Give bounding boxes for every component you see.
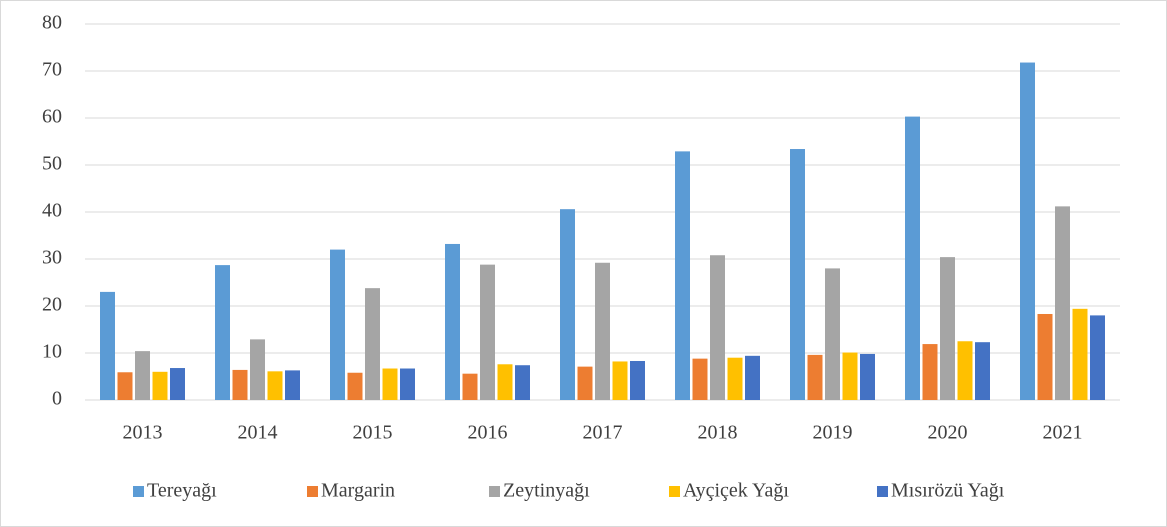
legend-label: Tereyağı bbox=[147, 480, 217, 502]
x-tick-label: 2019 bbox=[813, 422, 853, 444]
bar bbox=[400, 368, 415, 400]
x-tick-label: 2017 bbox=[583, 422, 623, 444]
bar bbox=[480, 264, 495, 400]
bar bbox=[825, 268, 840, 400]
legend-swatch bbox=[133, 486, 144, 497]
x-tick-label: 2021 bbox=[1043, 422, 1083, 444]
bar bbox=[1055, 206, 1070, 400]
bar bbox=[957, 341, 973, 400]
bar bbox=[462, 373, 478, 400]
bar bbox=[727, 357, 743, 400]
x-tick-label: 2018 bbox=[698, 422, 738, 444]
legend-label: Margarin bbox=[321, 480, 395, 502]
bar bbox=[232, 369, 248, 400]
bar bbox=[365, 288, 380, 400]
bar bbox=[595, 262, 610, 400]
x-tick-label: 2013 bbox=[123, 422, 163, 444]
bar bbox=[445, 243, 460, 400]
legend-label: Ayçiçek Yağı bbox=[683, 480, 789, 502]
bar bbox=[100, 291, 115, 400]
x-tick-label: 2016 bbox=[468, 422, 508, 444]
bar bbox=[1090, 315, 1105, 400]
bar bbox=[940, 257, 955, 400]
x-tick-label: 2014 bbox=[238, 422, 278, 444]
bar bbox=[267, 371, 283, 400]
bar bbox=[692, 358, 708, 400]
bar bbox=[807, 354, 823, 400]
bar bbox=[497, 364, 513, 400]
bar bbox=[612, 361, 628, 400]
bar bbox=[135, 351, 150, 400]
bar bbox=[330, 249, 345, 400]
bar bbox=[975, 342, 990, 400]
y-tick-label: 70 bbox=[42, 59, 62, 81]
bar bbox=[170, 368, 185, 400]
bar bbox=[630, 360, 645, 400]
legend-swatch bbox=[307, 486, 318, 497]
bar bbox=[560, 209, 575, 400]
bar bbox=[152, 371, 168, 400]
x-tick-label: 2015 bbox=[353, 422, 393, 444]
y-tick-label: 60 bbox=[42, 106, 62, 128]
bar bbox=[745, 355, 760, 400]
legend-swatch bbox=[489, 486, 500, 497]
y-tick-label: 20 bbox=[42, 294, 62, 316]
bar bbox=[577, 366, 593, 400]
bar bbox=[382, 368, 398, 400]
legend-label: Mısırözü Yağı bbox=[891, 480, 1005, 502]
bar bbox=[842, 352, 858, 400]
bar bbox=[515, 365, 530, 400]
bar bbox=[215, 265, 230, 400]
y-tick-label: 30 bbox=[42, 247, 62, 269]
legend-label: Zeytinyağı bbox=[503, 480, 590, 502]
y-tick-label: 40 bbox=[42, 200, 62, 222]
bar bbox=[347, 372, 363, 400]
y-tick-label: 10 bbox=[42, 341, 62, 363]
bar bbox=[790, 149, 805, 400]
bar bbox=[710, 255, 725, 400]
bar bbox=[860, 353, 875, 400]
bar bbox=[675, 151, 690, 400]
bar bbox=[285, 370, 300, 400]
y-tick-label: 0 bbox=[52, 388, 62, 410]
bar bbox=[250, 339, 265, 400]
bar bbox=[1037, 313, 1053, 400]
legend-swatch bbox=[669, 486, 680, 497]
bar bbox=[1020, 62, 1035, 400]
bar bbox=[922, 344, 938, 400]
bar bbox=[117, 372, 133, 400]
bar bbox=[1072, 308, 1088, 400]
y-tick-label: 50 bbox=[42, 153, 62, 175]
y-tick-label: 80 bbox=[42, 12, 62, 34]
x-tick-label: 2020 bbox=[928, 422, 968, 444]
legend-swatch bbox=[877, 486, 888, 497]
bar bbox=[905, 116, 920, 400]
